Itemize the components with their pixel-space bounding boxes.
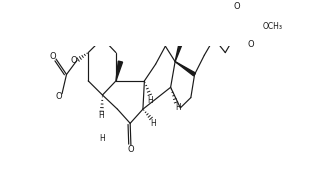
Text: O: O — [50, 52, 56, 61]
Text: O: O — [56, 92, 62, 101]
Text: O: O — [247, 40, 254, 49]
Polygon shape — [175, 39, 184, 62]
Text: H: H — [175, 103, 181, 112]
Text: H: H — [99, 134, 105, 143]
Polygon shape — [175, 62, 195, 76]
Text: O: O — [71, 56, 77, 65]
Text: H: H — [151, 119, 156, 128]
Polygon shape — [116, 61, 123, 81]
Text: H: H — [148, 96, 153, 105]
Text: H: H — [98, 111, 104, 120]
Text: O: O — [233, 2, 240, 11]
Text: O: O — [128, 145, 134, 154]
Text: OCH₃: OCH₃ — [263, 22, 283, 31]
